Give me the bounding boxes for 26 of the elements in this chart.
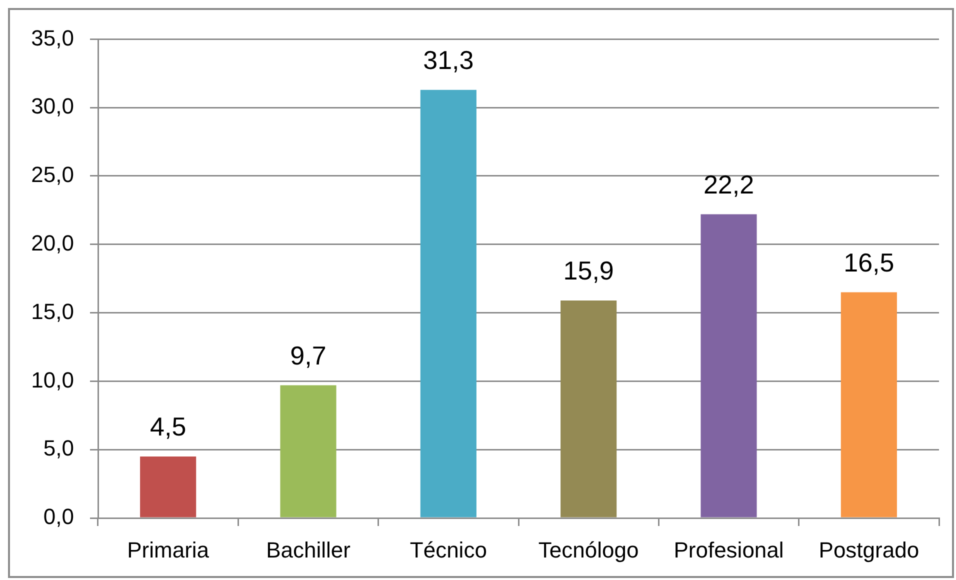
y-tick-label: 0,0 bbox=[43, 504, 74, 530]
data-label: 4,5 bbox=[150, 411, 186, 442]
x-tick-label: Tecnólogo bbox=[538, 537, 639, 562]
data-label: 31,3 bbox=[423, 44, 474, 75]
x-tick-label: Técnico bbox=[410, 537, 487, 562]
y-tick-label: 25,0 bbox=[31, 162, 74, 188]
bar bbox=[840, 292, 897, 518]
bar bbox=[140, 456, 196, 518]
y-tick-label: 15,0 bbox=[31, 298, 74, 324]
y-tick-label: 30,0 bbox=[31, 94, 74, 119]
x-tick-label: Profesional bbox=[674, 537, 784, 562]
bar bbox=[420, 90, 476, 518]
y-tick-label: 5,0 bbox=[43, 436, 74, 461]
x-tick-label: Bachiller bbox=[266, 537, 350, 562]
bar bbox=[560, 300, 617, 518]
y-tick-label: 20,0 bbox=[31, 230, 74, 256]
data-label: 9,7 bbox=[290, 340, 326, 370]
x-tick-label: Postgrado bbox=[818, 537, 920, 562]
y-tick-label: 35,0 bbox=[31, 25, 74, 50]
bar bbox=[700, 214, 757, 518]
data-label: 16,5 bbox=[844, 247, 894, 278]
y-tick-label: 10,0 bbox=[31, 367, 74, 392]
bar bbox=[280, 385, 336, 518]
x-tick-label: Primaria bbox=[127, 537, 210, 562]
data-label: 22,2 bbox=[703, 169, 754, 200]
data-label: 15,9 bbox=[563, 255, 614, 286]
